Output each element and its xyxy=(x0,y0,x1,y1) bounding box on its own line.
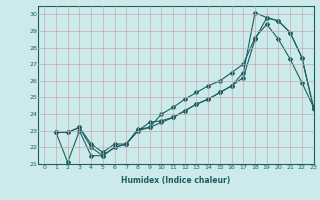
X-axis label: Humidex (Indice chaleur): Humidex (Indice chaleur) xyxy=(121,176,231,185)
